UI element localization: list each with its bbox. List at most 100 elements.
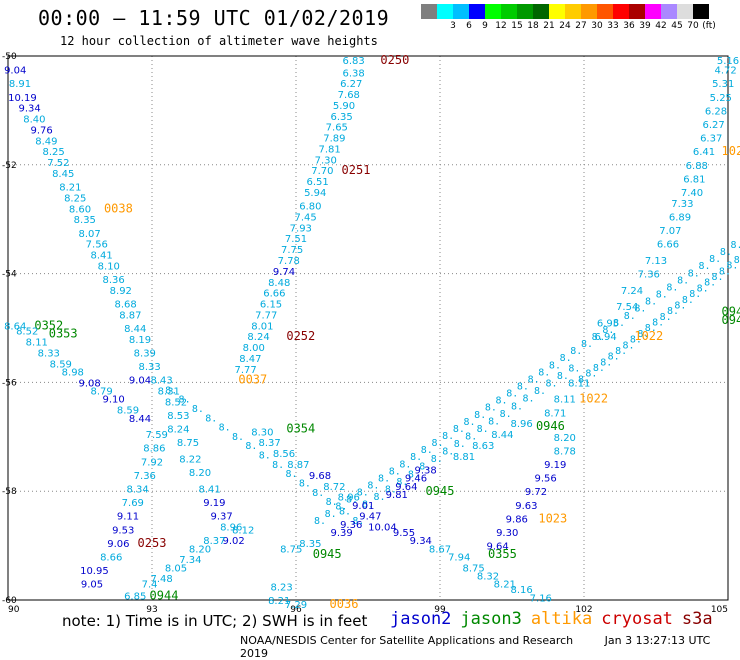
track-cluster-mark: 8. (259, 451, 271, 462)
track-cluster-mark: 8. (682, 295, 694, 306)
wave-height-value: 7.81 (318, 144, 340, 155)
track-cluster-mark: 8. (608, 352, 620, 363)
wave-height-value: 6.66 (263, 289, 285, 300)
pass-time-label: 0944 (150, 589, 179, 603)
track-cluster-mark: 8. (698, 261, 710, 272)
wave-height-value: 8.30 (251, 427, 273, 438)
track-cluster-mark: 8. (630, 335, 642, 346)
wave-height-value: 8.21 (494, 580, 516, 591)
latitude-tick-label: -54 (2, 270, 17, 280)
track-cluster-mark: 8. (205, 413, 217, 424)
wave-height-value: 8.24 (167, 425, 189, 436)
wave-height-value: 9.47 (359, 512, 381, 523)
wave-height-value: 10.04 (368, 523, 397, 534)
track-cluster-mark: 8. (622, 340, 634, 351)
wave-height-value: 7.40 (681, 188, 703, 199)
wave-height-value: 7.24 (621, 286, 643, 297)
wave-height-value: 9.86 (506, 514, 528, 525)
longitude-tick-label: 105 (711, 605, 728, 615)
wave-height-value: 9.34 (18, 104, 40, 115)
wave-height-value: 8.98 (62, 368, 84, 379)
track-cluster-mark: 8. (312, 488, 324, 499)
wave-height-value: 9.74 (273, 267, 295, 278)
wave-height-value: 6.51 (306, 177, 328, 188)
wave-height-value: 8.96 (220, 523, 242, 534)
track-cluster-mark: 8. (389, 466, 401, 477)
wave-height-value: 5.94 (304, 188, 326, 199)
wave-height-value: 8.21 (268, 596, 290, 607)
wave-height-value: 7.92 (141, 457, 163, 468)
track-cluster-mark: 8. (568, 364, 580, 375)
wave-height-value: 6.94 (594, 332, 616, 343)
track-cluster-mark: 8. (666, 282, 678, 293)
wave-height-value: 8.43 (150, 376, 172, 387)
track-cluster-mark: 8. (463, 417, 475, 428)
track-cluster-mark: 8. (431, 454, 443, 465)
legend-swatch (501, 4, 517, 19)
wave-height-value: 7.89 (323, 134, 345, 145)
wave-height-value: 7.69 (122, 498, 144, 509)
track-cluster-mark: 8. (192, 404, 204, 415)
wave-height-value: 9.36 (340, 520, 362, 531)
wave-height-value: 7.77 (234, 365, 256, 376)
track-cluster-mark: 8. (232, 432, 244, 443)
wave-height-value: 8.48 (268, 278, 290, 289)
wave-height-value: 8.35 (74, 215, 96, 226)
wave-height-value: 9.02 (222, 536, 244, 547)
wave-height-value: 9.72 (525, 487, 547, 498)
wave-height-value: 8.01 (251, 321, 273, 332)
track-cluster-mark: 8. (689, 289, 701, 300)
track-cluster-mark: 8. (299, 479, 311, 490)
track-cluster-mark: 8. (385, 484, 397, 495)
legend-swatch (613, 4, 629, 19)
track-cluster-mark: 8. (373, 492, 385, 503)
track-cluster-mark: 8. (523, 394, 535, 405)
pass-time-label: 0253 (138, 536, 167, 550)
wave-height-value: 8.87 (287, 460, 309, 471)
wave-height-value: 8.21 (59, 183, 81, 194)
wave-height-value: 8.96 (338, 493, 360, 504)
wave-height-value: 8.44 (124, 324, 146, 335)
wave-height-value: 9.04 (4, 66, 26, 77)
latitude-tick-label: -50 (2, 52, 17, 62)
pass-time-label: 0250 (380, 53, 409, 67)
satellite-jason2: jason2 (390, 609, 452, 629)
wave-height-value: 7.16 (530, 593, 552, 604)
wave-height-value: 9.10 (102, 395, 124, 406)
wave-height-value: 8.35 (299, 539, 321, 550)
wave-height-value: 9.64 (486, 542, 508, 553)
wave-height-value: 8.96 (510, 419, 532, 430)
track-cluster-mark: 8. (517, 381, 529, 392)
wave-height-value: 9.55 (393, 528, 415, 539)
wave-height-value: 5.25 (710, 93, 732, 104)
wave-height-value: 8.75 (462, 563, 484, 574)
track-cluster-mark: 8. (399, 459, 411, 470)
pass-time-label: 0037 (238, 373, 267, 387)
longitude-tick-label: 90 (8, 605, 20, 615)
credit-text: NOAA/NESDIS Center for Satellite Applica… (240, 634, 574, 647)
wave-height-value: 8.91 (9, 79, 31, 90)
track-cluster-mark: 8. (165, 385, 177, 396)
satellite-jason3: jason3 (460, 609, 522, 629)
track-cluster-mark: 8. (419, 462, 431, 473)
legend-tick-label: 27 (575, 21, 587, 31)
track-cluster-mark: 8. (465, 432, 477, 443)
legend-tick-label: 70 (687, 21, 699, 31)
pass-time-label: 0251 (342, 163, 371, 177)
wave-height-value: 8.59 (50, 359, 72, 370)
track-cluster-mark: 8. (500, 409, 512, 420)
wave-height-value: 8.41 (198, 484, 220, 495)
legend-swatch (661, 4, 677, 19)
wave-height-value: 8.68 (114, 300, 136, 311)
wave-height-value: 7.75 (281, 245, 303, 256)
wave-height-value: 7.93 (290, 223, 312, 234)
pass-time-label: 0355 (488, 547, 517, 561)
wave-height-value: 8.19 (129, 335, 151, 346)
wave-height-value: 8.32 (477, 572, 499, 583)
wave-height-value: 9.53 (112, 525, 134, 536)
legend-swatch (645, 4, 661, 19)
wave-height-value: 8.10 (98, 261, 120, 272)
track-cluster-mark: 8. (557, 371, 569, 382)
track-cluster-mark: 8. (667, 306, 679, 317)
legend-swatch (677, 4, 693, 19)
